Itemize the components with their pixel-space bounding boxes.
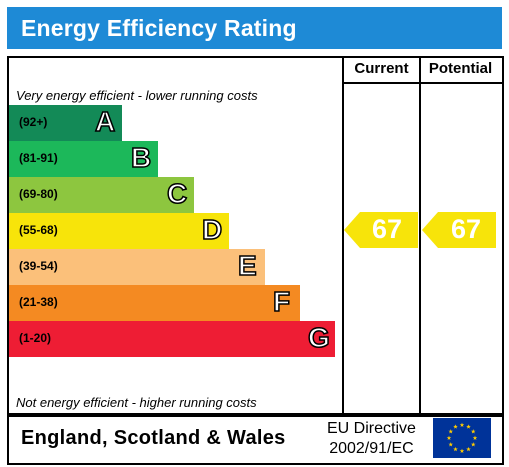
band-g: (1-20) G xyxy=(9,321,335,357)
potential-rating-arrow-shape xyxy=(422,212,496,248)
column-divider-current xyxy=(342,56,344,417)
directive-line-2: 2002/91/EC xyxy=(329,440,414,457)
directive-line-1: EU Directive xyxy=(327,420,416,437)
band-range: (55-68) xyxy=(19,223,58,237)
eu-star-icon xyxy=(472,435,478,440)
column-divider-potential xyxy=(419,56,421,417)
band-letter: G xyxy=(307,321,330,354)
band-range: (39-54) xyxy=(19,259,58,273)
eu-star-icon xyxy=(459,448,465,453)
column-header-potential: Potential xyxy=(428,60,493,77)
note-very-efficient: Very energy efficient - lower running co… xyxy=(16,88,258,103)
band-a: (92+) A xyxy=(9,105,122,141)
page-title: Energy Efficiency Rating xyxy=(21,15,297,41)
note-not-efficient: Not energy efficient - higher running co… xyxy=(16,395,257,410)
eu-star-icon xyxy=(448,429,454,434)
eu-star-icon xyxy=(453,446,458,452)
band-range: (92+) xyxy=(19,115,48,129)
region-label: England, Scotland & Wales xyxy=(21,427,286,449)
band-letter: D xyxy=(201,213,223,246)
band-range: (1-20) xyxy=(19,331,52,345)
band-range: (69-80) xyxy=(19,187,58,201)
band-c: (69-80) C xyxy=(9,177,194,213)
column-header-current: Current xyxy=(354,60,409,77)
eu-flag-icon xyxy=(433,418,491,458)
band-d: (55-68) D xyxy=(9,213,229,249)
current-rating-arrow-shape xyxy=(344,212,418,248)
band-b: (81-91) B xyxy=(9,141,158,177)
band-f: (21-38) F xyxy=(9,285,300,321)
footer: England, Scotland & Wales EU Directive 2… xyxy=(7,413,504,465)
band-e: (39-54) E xyxy=(9,249,265,285)
band-letter: E xyxy=(237,249,257,282)
band-letter: B xyxy=(130,141,152,174)
eu-star-icon xyxy=(459,422,465,427)
potential-rating-arrow: 67 xyxy=(422,212,496,248)
current-rating-value: 67 xyxy=(372,214,403,244)
header-divider xyxy=(342,82,502,84)
band-letter: A xyxy=(94,105,116,138)
eu-star-icon xyxy=(453,424,458,429)
eu-directive: EU Directive 2002/91/EC xyxy=(327,419,416,459)
eu-star-icon xyxy=(466,424,471,429)
title-bar: Energy Efficiency Rating xyxy=(7,7,502,49)
rating-table-frame xyxy=(7,56,504,417)
potential-rating-value: 67 xyxy=(451,214,482,244)
band-letter: C xyxy=(166,177,188,210)
eu-star-icon xyxy=(466,446,471,452)
band-range: (81-91) xyxy=(19,151,58,165)
current-rating-arrow: 67 xyxy=(344,212,418,248)
eu-star-icon xyxy=(446,435,452,440)
eu-star-icon xyxy=(448,442,454,447)
band-range: (21-38) xyxy=(19,295,58,309)
eu-star-icon xyxy=(470,442,476,447)
band-letter: F xyxy=(272,285,291,318)
eu-star-icon xyxy=(470,429,476,434)
